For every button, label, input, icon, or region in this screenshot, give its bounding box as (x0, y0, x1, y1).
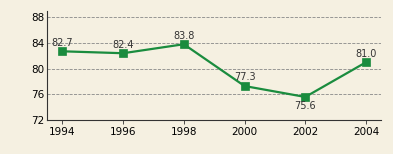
Text: 83.8: 83.8 (173, 31, 195, 41)
Text: 75.6: 75.6 (294, 101, 316, 111)
Text: 82.7: 82.7 (51, 38, 73, 48)
Text: 77.3: 77.3 (234, 73, 255, 83)
Text: 81.0: 81.0 (355, 49, 377, 59)
Text: 82.4: 82.4 (112, 40, 134, 50)
